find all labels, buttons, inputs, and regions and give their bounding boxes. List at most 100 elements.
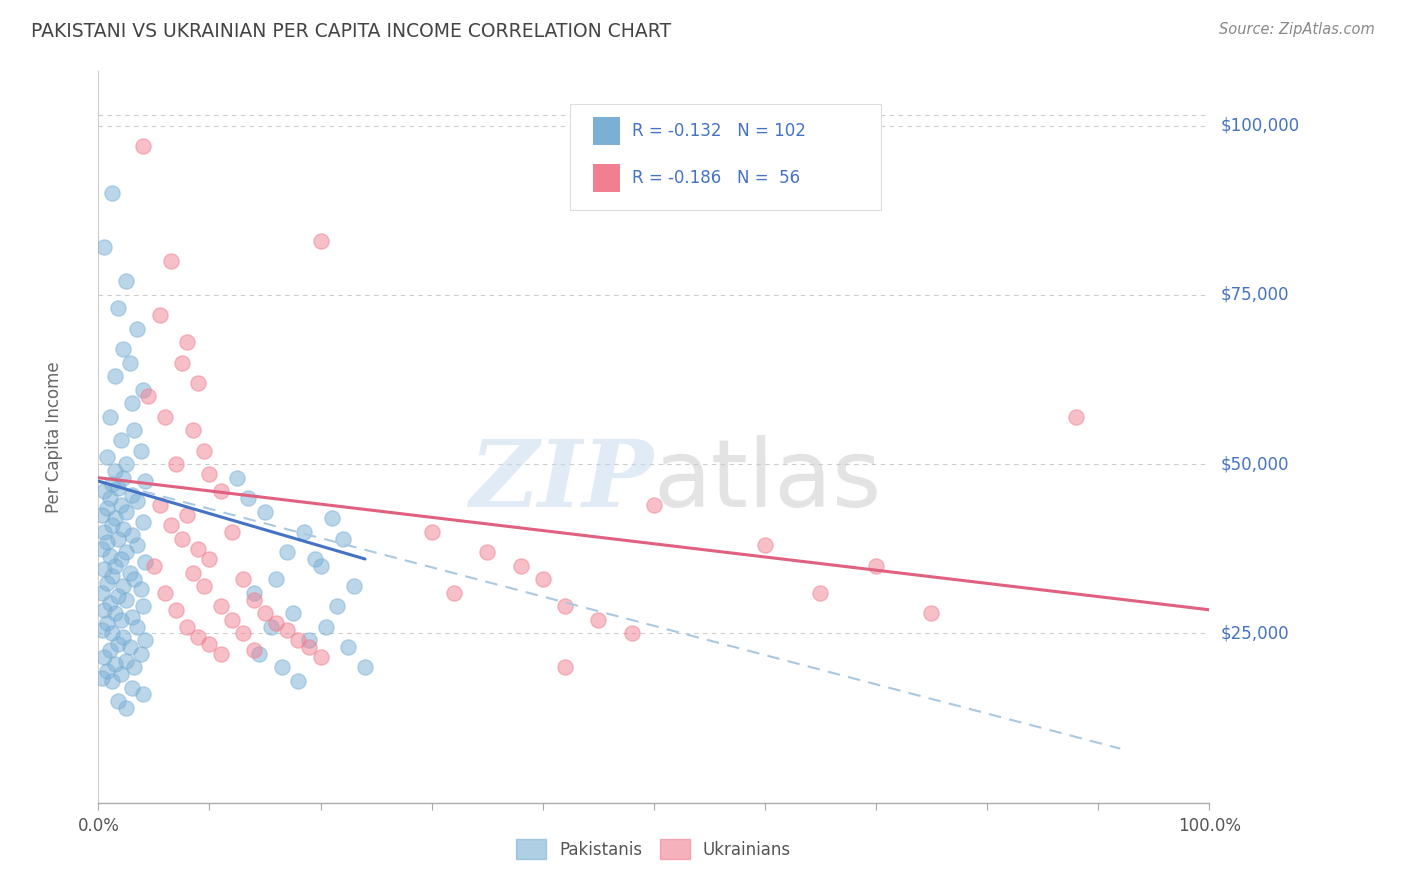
Text: ZIP: ZIP (470, 436, 654, 526)
Point (115, 505, 138, 519)
Point (129, 582, 152, 597)
Point (264, 616, 287, 631)
Point (132, 599, 155, 614)
Point (298, 640, 321, 654)
Point (253, 505, 276, 519)
FancyBboxPatch shape (593, 117, 620, 145)
Point (1064, 409, 1087, 424)
Point (122, 423, 145, 437)
Point (148, 498, 170, 512)
Point (115, 701, 138, 715)
Point (129, 647, 152, 661)
Point (337, 640, 360, 654)
Legend: Pakistanis, Ukrainians: Pakistanis, Ukrainians (508, 830, 800, 868)
Point (187, 541, 209, 556)
Point (134, 555, 156, 569)
Point (100, 518, 122, 533)
Point (127, 620, 149, 634)
Point (127, 494, 149, 508)
Point (90, 671, 112, 685)
Point (96, 575, 118, 590)
Point (287, 673, 309, 688)
Point (98, 596, 121, 610)
Point (176, 335, 198, 350)
Point (96, 664, 118, 678)
Point (193, 443, 215, 458)
Point (198, 467, 221, 482)
Point (264, 572, 287, 586)
Point (170, 532, 193, 546)
Point (159, 518, 181, 533)
Point (104, 606, 127, 620)
Point (107, 637, 129, 651)
Point (115, 274, 138, 288)
Point (110, 613, 132, 627)
Point (100, 477, 122, 491)
Text: Per Capita Income: Per Capita Income (45, 361, 63, 513)
Point (134, 633, 156, 648)
Point (304, 552, 326, 566)
Point (232, 626, 254, 640)
Point (132, 383, 155, 397)
Point (104, 464, 127, 478)
Point (232, 572, 254, 586)
Point (620, 626, 643, 640)
Point (90, 623, 112, 637)
Point (98, 643, 121, 657)
Point (292, 524, 315, 539)
Point (110, 498, 132, 512)
Point (121, 528, 143, 542)
Point (115, 592, 138, 607)
Point (90, 508, 112, 522)
Point (107, 694, 129, 708)
Point (221, 524, 243, 539)
Point (104, 369, 127, 384)
Point (221, 613, 243, 627)
Point (554, 599, 576, 614)
Point (93, 240, 115, 254)
Point (176, 620, 198, 634)
Text: $50,000: $50,000 (1220, 455, 1289, 473)
Point (115, 457, 138, 471)
Point (326, 599, 349, 614)
Point (100, 673, 122, 688)
Point (93, 650, 115, 665)
Point (309, 234, 332, 248)
Point (111, 630, 134, 644)
Point (127, 322, 149, 336)
Point (187, 376, 209, 390)
Point (93, 484, 115, 499)
Point (554, 660, 576, 674)
Point (129, 443, 152, 458)
Point (309, 558, 332, 573)
Point (209, 647, 232, 661)
Point (420, 524, 443, 539)
Point (249, 647, 271, 661)
Text: $25,000: $25,000 (1220, 624, 1289, 642)
Point (193, 579, 215, 593)
Point (118, 566, 141, 580)
Point (107, 589, 129, 603)
Point (127, 538, 149, 552)
Point (132, 515, 155, 529)
Point (107, 481, 129, 495)
Point (354, 660, 377, 674)
Text: PAKISTANI VS UKRAINIAN PER CAPITA INCOME CORRELATION CHART: PAKISTANI VS UKRAINIAN PER CAPITA INCOME… (31, 22, 671, 41)
Text: R = -0.186   N =  56: R = -0.186 N = 56 (631, 169, 800, 187)
Point (110, 552, 132, 566)
FancyBboxPatch shape (593, 164, 620, 192)
Point (93, 603, 115, 617)
Point (121, 488, 143, 502)
Point (118, 355, 141, 369)
Point (332, 532, 354, 546)
Point (153, 409, 176, 424)
Text: $100,000: $100,000 (1220, 117, 1299, 135)
Point (309, 650, 332, 665)
Point (259, 620, 281, 634)
Point (198, 637, 221, 651)
Point (111, 471, 134, 485)
Point (115, 654, 138, 668)
Point (110, 667, 132, 681)
Point (226, 471, 249, 485)
Text: atlas: atlas (654, 435, 882, 527)
